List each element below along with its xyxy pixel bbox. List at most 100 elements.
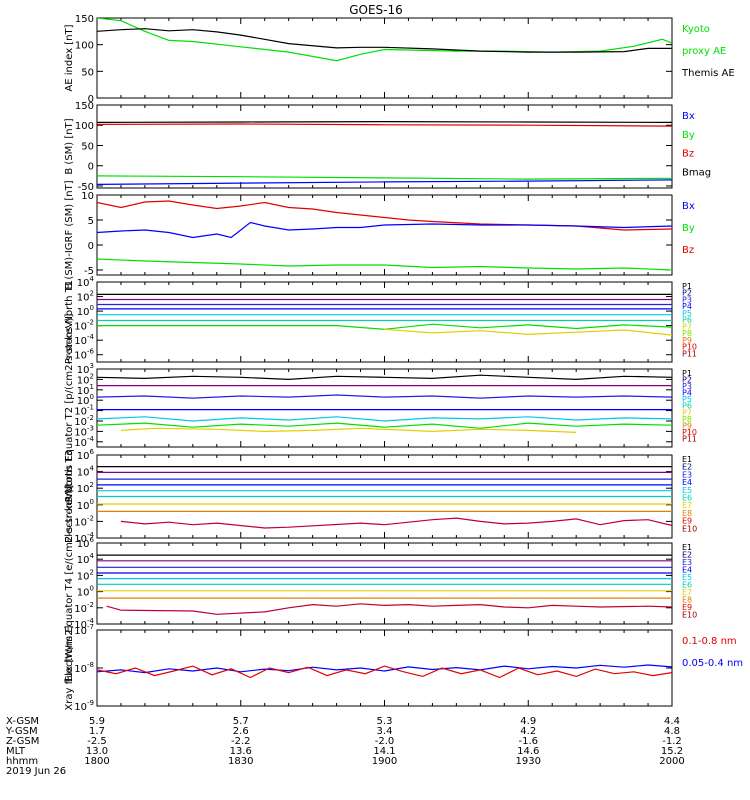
series-line-e9 (106, 603, 672, 615)
series-line-by (97, 175, 672, 180)
y-axis-label: Protons North T1 (64, 280, 75, 364)
footer-value: 4.9 (520, 716, 536, 727)
legend-entry: P7 (682, 322, 692, 331)
y-tick-label: 50 (81, 141, 94, 152)
legend-entry: E8 (682, 596, 692, 605)
y-tick-label: 106 (77, 536, 95, 550)
y-tick-label: 100 (75, 121, 94, 132)
y-axis-label: Xray flux [W/m2] (64, 625, 75, 710)
series-line-p3 (97, 394, 672, 399)
y-axis-label: Electrons North T3 (64, 450, 75, 543)
legend-entry: E9 (682, 517, 692, 526)
series-line-themis-ae (97, 28, 672, 53)
y-tick-label: 100 (75, 41, 94, 52)
y-axis-label: Electrons Equator T4 [e/(cm2-s-sr-keV)] (64, 485, 75, 682)
y-tick-label: 102 (77, 568, 94, 582)
footer-value: 1930 (516, 756, 541, 767)
footer-table: X-GSM 5.9 5.7 5.3 4.9 4.4 Y-GSM 1.7 2.6 3.4 4.2 4.8… (5, 716, 685, 767)
series-line-0-1-0-8-nm (97, 665, 672, 679)
legend-entry: P2 (682, 289, 692, 298)
legend-entry: E1 (682, 543, 692, 552)
footer-value: 13.0 (86, 746, 108, 757)
footer-row-label: hhmm (6, 756, 38, 767)
y-axis-label: B (SM)-IGRF (SM) [nT] (64, 180, 75, 289)
y-tick-label: 5 (88, 216, 94, 227)
y-tick-label: 104 (77, 275, 95, 289)
footer-value: 15.2 (661, 746, 683, 757)
footer-value: 4.8 (664, 726, 680, 737)
series-line-by (97, 258, 672, 271)
legend-entry: P8 (682, 329, 692, 338)
y-tick-label: 100 (77, 498, 94, 512)
y-tick-label: 10-4 (74, 333, 94, 347)
legend-entry: Bz (682, 149, 694, 160)
y-tick-label: -50 (78, 182, 94, 193)
legend-entry: P4 (682, 389, 692, 398)
footer-value: 1800 (84, 756, 109, 767)
legend-entry: E1 (682, 455, 692, 464)
footer-value: 14.6 (517, 746, 539, 757)
y-axis-label: Protons Equator T2 [p/(cm2-s-sr-keV)] (64, 313, 75, 502)
y-tick-label: 10-9 (74, 699, 94, 713)
legend-entry: P5 (682, 395, 692, 404)
y-axis-label: B (SM) [nT] (64, 118, 75, 174)
series-line-e9 (120, 517, 672, 529)
series-line-p7 (97, 323, 672, 330)
legend-entry: P4 (682, 302, 692, 311)
legend-entry: E2 (682, 463, 692, 472)
legend-entry: P3 (682, 382, 692, 391)
footer-value: 1.7 (89, 726, 105, 737)
series-line-p8 (384, 328, 672, 336)
legend-entry: E4 (682, 566, 692, 575)
y-tick-label: 50 (81, 67, 94, 78)
footer-value: 14.1 (373, 746, 395, 757)
y-tick-label: 104 (77, 552, 95, 566)
legend-entry: E8 (682, 509, 692, 518)
legend-entry: By (682, 223, 695, 234)
legend-entry: E10 (682, 611, 697, 620)
footer-value: -2.2 (231, 736, 251, 747)
legend-entry: P8 (682, 415, 692, 424)
legend-entry: P2 (682, 376, 692, 385)
footer-row-label: X-GSM (6, 716, 39, 727)
y-tick-label: 0 (88, 94, 94, 105)
legend-entry: E10 (682, 524, 697, 533)
panel-frame (96, 104, 673, 189)
panel-frame (96, 368, 673, 448)
y-tick-label: 100 (77, 585, 94, 599)
y-tick-label: 10-7 (74, 623, 94, 637)
y-tick-label: 10 (81, 191, 94, 202)
y-tick-label: 10-2 (74, 514, 94, 528)
legend-entry: P5 (682, 309, 692, 318)
footer-value: -2.5 (87, 736, 107, 747)
legend-entry: P6 (682, 316, 692, 325)
series-line-bz (97, 123, 672, 127)
footer-value: 1830 (228, 756, 253, 767)
legend-entry: P11 (682, 349, 697, 358)
y-axis-label: AE index [nT] (64, 24, 75, 91)
legend-entry: Bz (682, 245, 694, 256)
y-tick-label: -5 (84, 266, 94, 277)
footer-value: 13.6 (230, 746, 252, 757)
legend-entry: P10 (682, 428, 697, 437)
legend-entry: E3 (682, 470, 692, 479)
legend-entry: Kyoto (682, 24, 710, 35)
legend-entry: 0.1-0.8 nm (682, 636, 737, 647)
footer-row-label: Y-GSM (5, 726, 38, 737)
legend-entry: Bx (682, 111, 695, 122)
series-line-p1 (97, 374, 672, 381)
legend-entry: E4 (682, 478, 692, 487)
legend-entry: E7 (682, 501, 692, 510)
series-line-bmag (97, 120, 672, 123)
legend-entry: proxy AE (682, 46, 726, 57)
y-tick-label: 0 (88, 241, 94, 252)
footer-value: 3.4 (377, 726, 393, 737)
footer-value: -2.0 (375, 736, 395, 747)
footer-value: 5.3 (377, 716, 393, 727)
legend-entry: E6 (682, 581, 692, 590)
